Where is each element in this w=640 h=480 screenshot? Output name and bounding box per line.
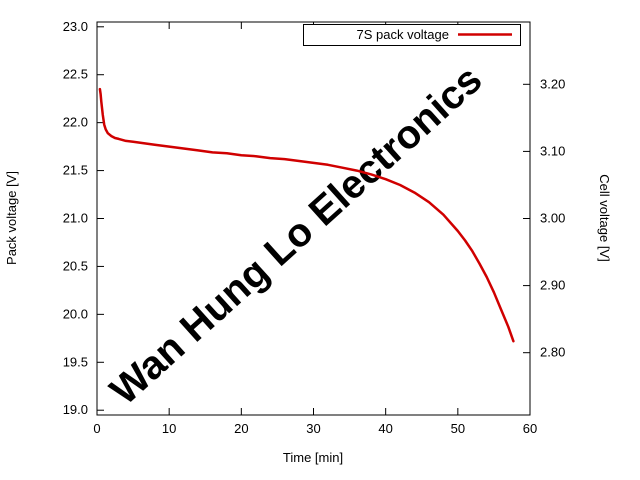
y-left-tick-label: 19.5 <box>63 354 88 369</box>
y-left-tick-label: 21.5 <box>63 163 88 178</box>
legend-label: 7S pack voltage <box>356 27 449 42</box>
y-left-tick-label: 23.0 <box>63 19 88 34</box>
x-tick-label: 60 <box>523 421 537 436</box>
y-right-tick-label: 3.10 <box>540 143 565 158</box>
y-right-tick-label: 2.90 <box>540 278 565 293</box>
x-tick-label: 20 <box>234 421 248 436</box>
x-tick-label: 50 <box>451 421 465 436</box>
legend: 7S pack voltage <box>303 24 521 46</box>
x-tick-label: 40 <box>378 421 392 436</box>
x-tick-label: 10 <box>162 421 176 436</box>
y-left-tick-label: 20.0 <box>63 306 88 321</box>
y-right-tick-label: 3.00 <box>540 211 565 226</box>
series-line <box>98 87 515 343</box>
x-axis-label: Time [min] <box>283 450 343 465</box>
y-right-axis-ticks: 2.80 2.90 3.00 3.10 3.20 <box>523 76 565 360</box>
y-right-tick-label: 3.20 <box>540 76 565 91</box>
x-tick-label: 30 <box>306 421 320 436</box>
y-left-tick-label: 19.0 <box>63 402 88 417</box>
series-line-group <box>98 87 515 343</box>
y-left-axis-label: Pack voltage [V] <box>4 171 19 265</box>
y-left-tick-label: 22.0 <box>63 115 88 130</box>
y-left-tick-label: 21.0 <box>63 211 88 226</box>
y-right-axis-label: Cell voltage [V] <box>597 174 612 261</box>
x-tick-label: 0 <box>93 421 100 436</box>
y-left-axis-ticks: 19.0 19.5 20.0 20.5 21.0 21.5 22.0 22.5 23.0 <box>63 19 104 417</box>
y-left-tick-label: 20.5 <box>63 258 88 273</box>
legend-box <box>303 24 521 46</box>
y-right-tick-label: 2.80 <box>540 345 565 360</box>
y-left-tick-label: 22.5 <box>63 67 88 82</box>
watermark-text: Wan Hung Lo Electronics <box>102 57 490 413</box>
